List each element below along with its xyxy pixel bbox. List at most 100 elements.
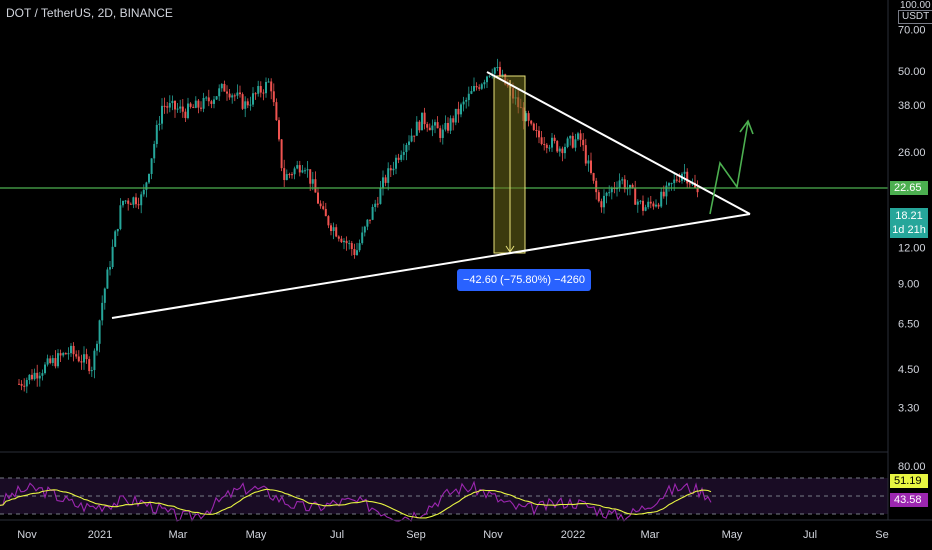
current-price-tag: 18.21 1d 21h — [890, 208, 928, 238]
time-tick-label: Nov — [483, 529, 503, 541]
candle-body — [655, 204, 657, 207]
candle-body — [603, 195, 605, 208]
candle-body — [595, 180, 598, 193]
candle-body — [434, 122, 436, 126]
price-tick-label: 4.50 — [898, 364, 919, 376]
time-tick-label: May — [722, 529, 743, 541]
candle-body — [696, 187, 699, 193]
candle-body — [270, 81, 273, 92]
current-price-value: 18.21 — [895, 210, 923, 222]
candle-body — [527, 113, 530, 121]
candle-body — [127, 200, 130, 204]
candle-body — [564, 146, 566, 154]
candle-body — [636, 201, 639, 205]
candle-body — [309, 169, 312, 184]
candle-body — [436, 122, 439, 129]
candle-body — [348, 243, 351, 245]
price-axis: 3.30 4.50 6.50 9.00 12.00 26.00 38.00 50.00 70.0… — [898, 24, 926, 473]
candle-body — [675, 179, 678, 181]
candle-body — [254, 93, 257, 95]
candle-body — [194, 100, 197, 108]
candle-body — [532, 123, 535, 130]
candle-body — [116, 228, 119, 232]
candle-body — [688, 183, 691, 185]
symbol-title: DOT / TetherUS, 2D, BINANCE — [6, 6, 173, 20]
candle-body — [618, 180, 621, 189]
candle-body — [426, 124, 429, 128]
candle-body — [223, 83, 226, 92]
price-tick-label: 3.30 — [898, 403, 919, 415]
candle-body — [163, 105, 166, 107]
time-tick-label: 2021 — [88, 529, 112, 541]
candle-body — [298, 165, 301, 173]
candle-body — [330, 225, 332, 232]
candle-body — [665, 185, 668, 197]
candle-body — [486, 76, 488, 83]
candle-body — [387, 168, 390, 183]
candle-body — [75, 354, 78, 357]
candle-body — [111, 246, 114, 268]
candle-body — [574, 139, 577, 148]
candle-body — [174, 100, 176, 110]
candle-body — [660, 191, 663, 207]
candle-body — [202, 98, 205, 109]
candle-body — [150, 158, 153, 174]
candle-body — [33, 372, 36, 380]
currency-badge[interactable]: USDT — [898, 10, 932, 24]
candle-body — [587, 160, 590, 164]
candle-body — [439, 128, 442, 138]
candle-body — [379, 187, 382, 204]
candle-body — [332, 227, 335, 232]
candle-body — [132, 197, 135, 205]
candle-body — [592, 173, 595, 181]
candle-body — [106, 269, 109, 289]
candle-body — [410, 135, 413, 142]
candle-body — [205, 97, 208, 99]
candle-body — [241, 94, 244, 109]
time-tick-label: May — [246, 529, 267, 541]
price-tick-label: 38.00 — [898, 100, 926, 112]
candle-body — [228, 93, 231, 98]
axis-top-label: 100.00 — [900, 0, 931, 11]
candle-body — [72, 345, 75, 355]
candle-body — [571, 135, 574, 148]
candle-body — [600, 201, 603, 208]
candle-body — [356, 250, 358, 256]
candle-body — [80, 361, 83, 363]
candle-body — [218, 88, 221, 97]
candle-body — [161, 105, 163, 124]
candle-body — [577, 133, 579, 140]
candle-body — [85, 354, 88, 360]
candle-body — [70, 345, 72, 354]
candle-body — [457, 108, 460, 115]
time-tick-label: 2022 — [561, 529, 585, 541]
candle-body — [441, 129, 444, 138]
candle-body — [187, 103, 189, 119]
candle-body — [525, 113, 527, 122]
candle-body — [140, 194, 143, 206]
candle-body — [249, 104, 252, 106]
candle-body — [431, 125, 434, 131]
projection-arrow[interactable] — [709, 121, 749, 215]
candle-body — [582, 139, 585, 146]
candle-body — [343, 240, 345, 243]
candle-body — [83, 354, 85, 363]
candle-body — [171, 100, 174, 104]
candle-body — [428, 127, 431, 131]
candle-body — [530, 120, 533, 124]
candle-body — [353, 249, 356, 256]
upper-trendline[interactable] — [486, 71, 751, 215]
lower-trendline[interactable] — [111, 213, 751, 319]
candle-body — [207, 97, 210, 102]
candle-body — [197, 100, 200, 108]
candle-body — [389, 168, 392, 171]
candle-body — [470, 91, 473, 94]
candle-body — [109, 267, 111, 270]
candle-body — [306, 169, 309, 171]
candle-body — [148, 173, 150, 183]
candle-body — [337, 236, 340, 239]
price-tick-label: 9.00 — [898, 278, 919, 290]
rsi-value-tag: 51.19 — [890, 474, 928, 488]
candle-body — [231, 95, 234, 98]
